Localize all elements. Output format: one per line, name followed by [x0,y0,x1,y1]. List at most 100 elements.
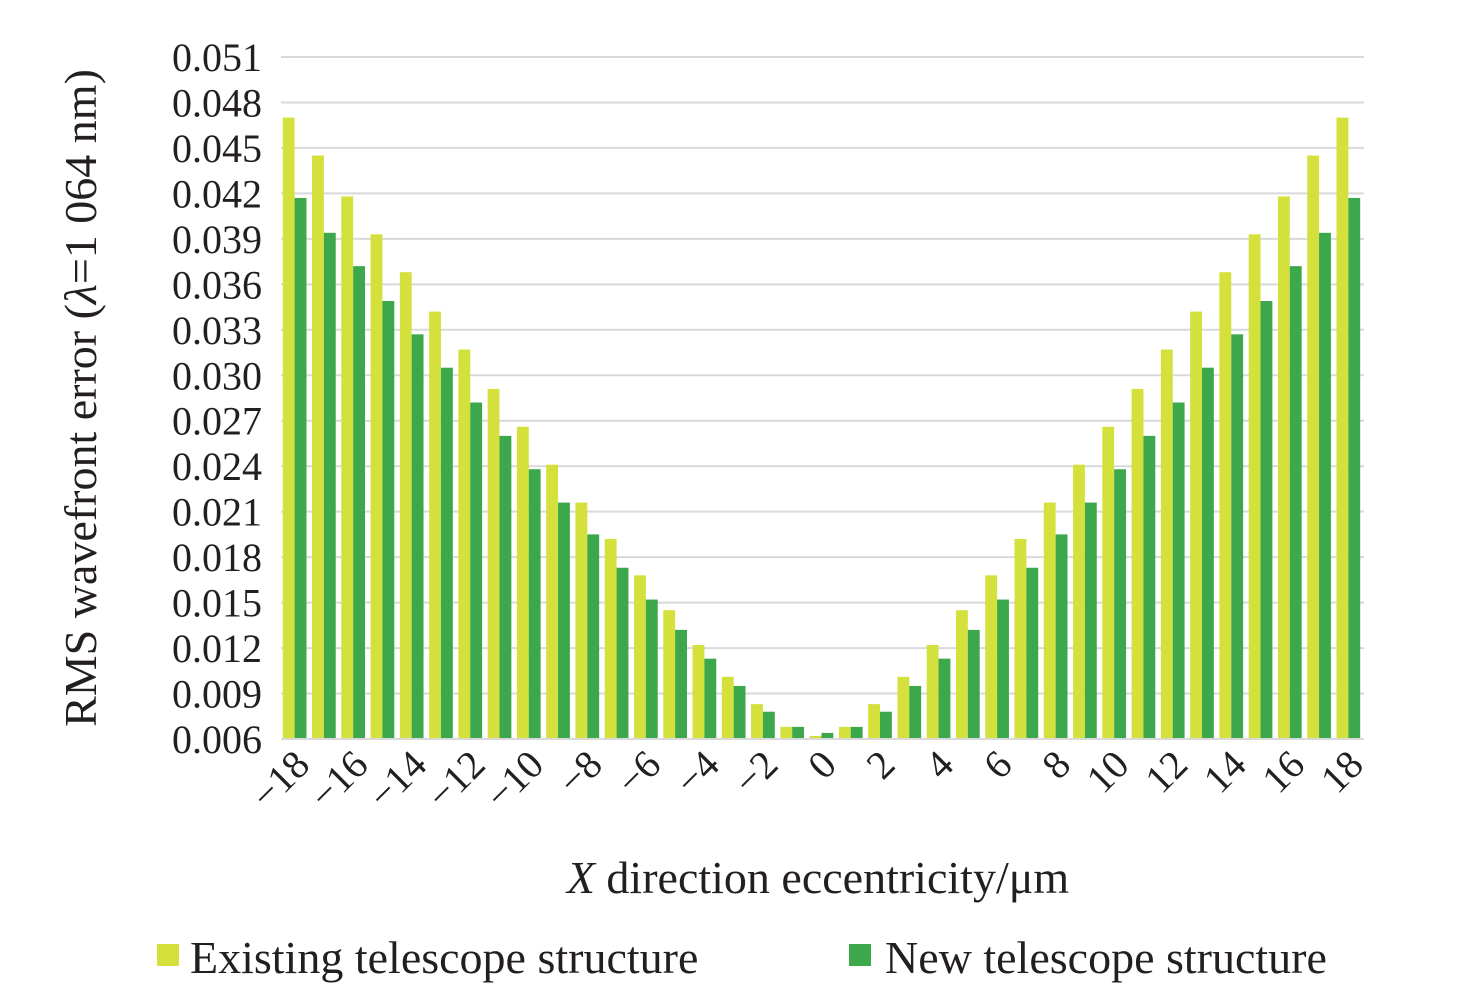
bar-new [1143,435,1156,739]
bar-new [499,435,512,739]
legend-swatch-existing [157,944,179,966]
bar-existing [1043,502,1056,739]
bar-new [411,334,424,739]
y-tick-label: 0.051 [172,35,262,80]
bar-new [909,685,922,739]
bar-existing [1336,117,1349,740]
bar-existing [1102,426,1115,739]
bar-existing [429,311,441,739]
bar-existing [604,538,617,739]
x-tick-label: 4 [916,742,962,788]
bar-new [1055,534,1068,739]
bar-existing [1277,196,1290,740]
bar-existing [1219,272,1232,739]
y-tick-label: 0.027 [172,399,262,444]
bar-existing [575,502,588,739]
bar-new [1319,232,1331,739]
bar-existing [985,575,998,739]
y-tick-label: 0.015 [172,581,262,626]
bar-new [558,502,570,739]
x-tick-label: 6 [975,742,1021,788]
bar-existing [1014,538,1027,739]
bar-new [938,658,951,739]
bar-new [1026,567,1039,739]
bar-existing [751,704,763,739]
x-tick-label: 14 [1195,742,1255,802]
bar-new [850,726,863,739]
legend: Existing telescope structure New telesco… [157,932,1327,983]
bar-existing [516,426,529,739]
x-tick-label: 10 [1077,742,1137,802]
y-tick-label: 0.033 [172,308,262,353]
bar-new [1348,197,1361,740]
bar-new [440,367,453,739]
y-tick-label: 0.045 [172,126,262,171]
bar-existing [487,388,500,739]
bar-new [1114,469,1127,739]
bar-existing [868,704,881,739]
x-tick-label: 8 [1033,742,1079,788]
bars [282,117,1361,740]
bar-existing [282,117,295,740]
bar-new [353,266,366,739]
x-tick-label: 12 [1136,742,1196,802]
bar-new [616,567,629,739]
bar-existing [955,610,968,739]
bar-existing [721,676,734,739]
y-tick-label: 0.006 [172,717,262,762]
bar-new [704,658,717,739]
x-tick-label: −6 [607,742,669,804]
bar-new [997,599,1009,739]
bar-new [528,469,541,739]
x-axis-label-italic: X [565,852,597,903]
bar-existing [458,349,471,739]
bar-new [382,301,395,739]
y-tick-label: 0.009 [172,672,262,717]
bar-existing [692,645,705,739]
x-tick-label: −4 [666,742,728,804]
y-tick-label: 0.042 [172,171,262,216]
legend-label-new: New telescope structure [885,932,1327,983]
y-tick-label: 0.018 [172,535,262,580]
bar-new [587,534,600,739]
bar-new [1260,301,1273,739]
bar-existing [809,735,822,739]
bar-new [675,629,687,739]
bar-existing [838,726,851,739]
x-tick-label: 18 [1312,742,1372,802]
bar-existing [1190,311,1202,739]
bar-existing [1073,464,1085,739]
legend-label-existing: Existing telescope structure [190,932,698,983]
bar-new [470,402,483,739]
bar-new [733,685,746,739]
y-axis-label-pre: RMS wavefront error ( [55,304,106,727]
bar-new [323,232,336,739]
y-axis-label: RMS wavefront error (λ=1 064 nm) [55,69,106,727]
bar-new [1289,266,1302,739]
bar-existing [633,575,646,739]
bar-new [792,726,805,739]
bar-existing [926,645,939,739]
y-tick-label: 0.036 [172,262,262,307]
bar-existing [663,610,676,739]
y-tick-label: 0.021 [172,490,262,535]
x-axis-label-text: direction eccentricity/μm [595,852,1069,903]
x-tick-label: 16 [1253,742,1313,802]
bar-new [821,732,834,739]
x-tick-label: −2 [724,742,786,804]
bar-new [967,629,980,739]
x-axis-label: X direction eccentricity/μm [565,852,1070,903]
bar-existing [780,726,793,739]
bar-existing [897,676,910,739]
bar-existing [546,464,559,739]
bar-existing [312,155,324,739]
y-tick-label: 0.048 [172,80,262,125]
x-tick-label: 2 [857,742,903,788]
bar-new [1231,334,1244,739]
bar-new [1172,402,1185,739]
x-tick-label: −8 [549,742,611,804]
bar-existing [1160,349,1173,739]
y-tick-label: 0.030 [172,353,262,398]
